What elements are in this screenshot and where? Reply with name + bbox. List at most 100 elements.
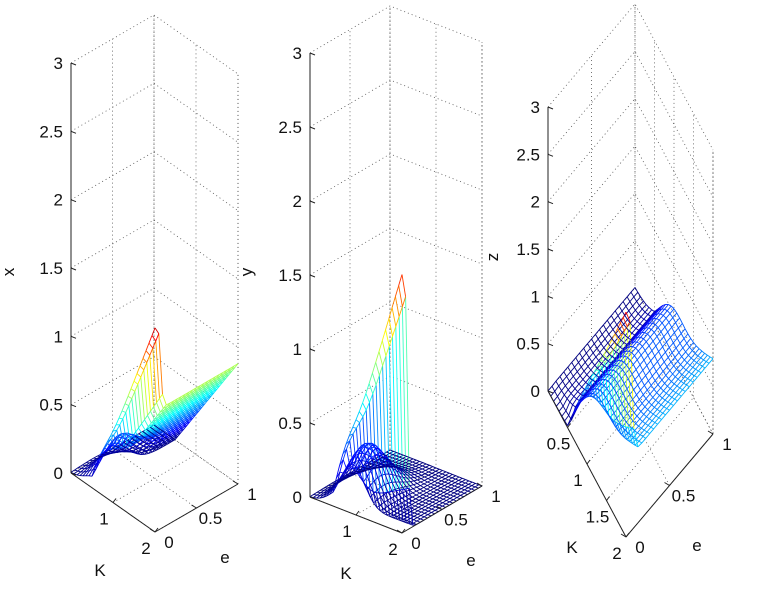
mesh-segment: [375, 362, 380, 376]
mesh-segment: [344, 467, 349, 475]
z-gridline: [309, 375, 483, 424]
mesh-segment: [620, 317, 624, 324]
mesh-segment: [137, 441, 141, 445]
mesh-segment: [636, 341, 640, 344]
mesh-segment: [172, 403, 176, 408]
mesh-segment: [114, 437, 119, 444]
mesh-segment: [399, 476, 404, 483]
mesh-segment: [672, 317, 676, 323]
mesh-segment: [663, 357, 669, 363]
mesh-segment: [432, 469, 436, 472]
mesh-segment: [658, 402, 662, 406]
mesh-segment: [352, 419, 357, 428]
mesh-segment: [390, 508, 395, 512]
mesh-segment: [418, 503, 423, 506]
mesh-segment: [155, 340, 160, 399]
mesh-segment: [627, 337, 632, 341]
mesh-segment: [409, 458, 414, 462]
mesh-segment: [628, 350, 632, 354]
mesh-segment: [430, 481, 435, 484]
mesh-segment: [391, 482, 396, 490]
mesh-segment: [629, 389, 635, 395]
mesh-segment: [620, 339, 625, 343]
mesh-segment: [365, 453, 370, 457]
mesh-segment: [655, 411, 661, 417]
mesh-segment: [643, 355, 649, 361]
mesh-segment: [559, 371, 565, 377]
mesh-segment: [154, 327, 160, 334]
mesh-segment: [164, 407, 169, 412]
mesh-segment: [625, 306, 630, 312]
mesh-segment: [158, 442, 163, 447]
mesh-segment: [160, 443, 164, 447]
mesh-segment: [571, 414, 575, 421]
mesh-segment: [376, 507, 381, 512]
mesh-segment: [434, 479, 439, 482]
mesh-segment: [574, 388, 579, 393]
mesh-segment: [669, 365, 675, 371]
mesh-segment: [619, 422, 623, 428]
mesh-segment: [456, 491, 462, 495]
mesh-segment: [639, 414, 645, 420]
mesh-segment: [597, 359, 602, 366]
mesh-segment: [84, 467, 88, 470]
z-gridline: [70, 151, 239, 211]
mesh-segment: [191, 403, 196, 408]
mesh-segment: [644, 401, 650, 408]
z-tick-label: 2: [54, 191, 63, 210]
mesh-segment: [429, 497, 433, 500]
mesh-segment: [355, 460, 360, 468]
mesh-segment: [162, 440, 167, 445]
mesh-segment: [441, 476, 446, 480]
mesh-segment: [176, 419, 180, 424]
mesh-segment: [682, 342, 688, 349]
mesh-segment: [632, 443, 636, 446]
mesh-segment: [438, 475, 443, 478]
mesh-segment: [413, 484, 418, 488]
mesh-segment: [147, 422, 152, 427]
mesh-segment: [639, 305, 643, 310]
mesh-segment: [408, 466, 413, 469]
mesh-segment: [423, 481, 428, 485]
mesh-segment: [696, 362, 700, 365]
mesh-segment: [360, 469, 364, 471]
mesh-segment: [418, 467, 423, 470]
mesh-segment: [346, 440, 351, 450]
mesh-segment: [385, 345, 390, 357]
mesh-segment: [651, 345, 657, 351]
mesh-segment: [136, 373, 142, 378]
mesh-segment: [121, 438, 126, 445]
mesh-segment: [399, 519, 404, 523]
mesh-segment: [670, 332, 675, 338]
mesh-segment: [686, 338, 692, 344]
mesh-segment: [612, 349, 618, 424]
mesh-segment: [633, 407, 639, 414]
mesh-segment: [645, 375, 649, 382]
mesh-segment: [206, 385, 211, 390]
mesh-segment: [599, 347, 605, 353]
mesh-segment: [642, 327, 647, 330]
mesh-segment: [647, 355, 652, 362]
mesh-segment: [400, 469, 405, 473]
mesh-segment: [393, 517, 397, 520]
z-tick: [70, 472, 77, 476]
mesh-segment: [363, 475, 368, 483]
mesh-segment: [173, 406, 178, 411]
mesh-segment: [664, 304, 669, 310]
mesh-segment: [77, 470, 81, 473]
mesh-segment: [568, 415, 572, 421]
mesh-segment: [589, 377, 593, 381]
mesh-segment: [401, 466, 406, 469]
z-tick: [547, 153, 554, 157]
mesh-segment: [397, 508, 402, 512]
mesh-segment: [379, 508, 384, 512]
mesh-segment: [602, 388, 608, 394]
mesh-segment: [422, 465, 426, 468]
mesh-segment: [206, 383, 210, 388]
mesh-segment: [586, 348, 591, 354]
mesh-segment: [475, 482, 479, 486]
mesh-segment: [420, 481, 425, 485]
mesh-segment: [564, 415, 570, 422]
mesh-segment: [188, 397, 193, 402]
mesh-segment: [432, 492, 438, 496]
